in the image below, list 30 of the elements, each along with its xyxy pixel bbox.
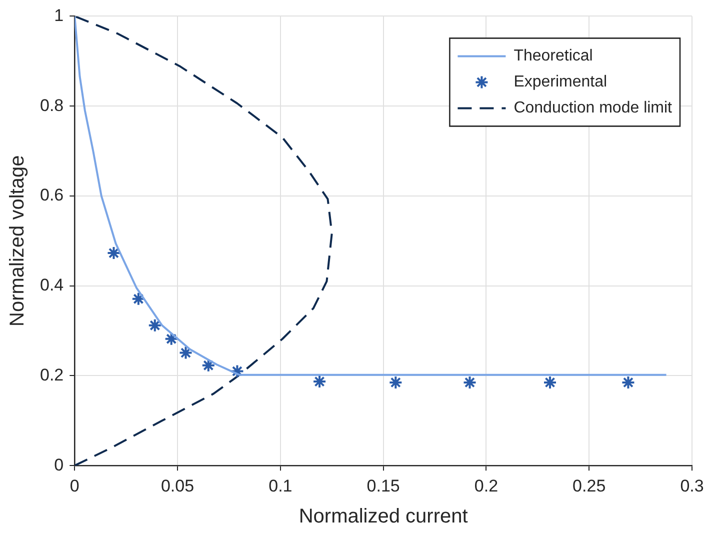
point [621, 375, 636, 390]
point [388, 375, 403, 390]
x-tick-label: 0.15 [366, 476, 400, 496]
point [106, 246, 121, 260]
y-tick-label: 0.6 [40, 186, 64, 205]
y-tick-label: 0.8 [40, 96, 64, 115]
legend-label: Experimental [514, 74, 608, 91]
point [312, 374, 327, 389]
point [178, 346, 193, 360]
x-tick-label: 0.05 [160, 476, 194, 496]
y-axis-title: Normalized voltage [6, 155, 29, 326]
x-tick-label: 0.3 [680, 476, 704, 496]
legend-label: Conduction mode limit [514, 100, 673, 117]
y-tick-label: 0 [54, 455, 64, 474]
point [148, 318, 162, 332]
point [201, 358, 216, 372]
y-tick-label: 1 [54, 6, 64, 25]
point [462, 375, 477, 390]
x-axis-title: Normalized current [298, 506, 468, 528]
point [230, 364, 244, 378]
y-tick-label: 0.2 [40, 365, 64, 384]
y-tick-label: 0.4 [40, 276, 64, 295]
x-tick-label: 0.2 [474, 476, 498, 496]
point [543, 375, 558, 390]
x-tick-label: 0 [70, 476, 80, 496]
x-tick-label: 0.25 [572, 476, 606, 496]
legend-label: Theoretical [514, 48, 593, 65]
point [131, 292, 146, 306]
x-tick-label: 0.1 [268, 476, 292, 496]
point [164, 332, 178, 346]
